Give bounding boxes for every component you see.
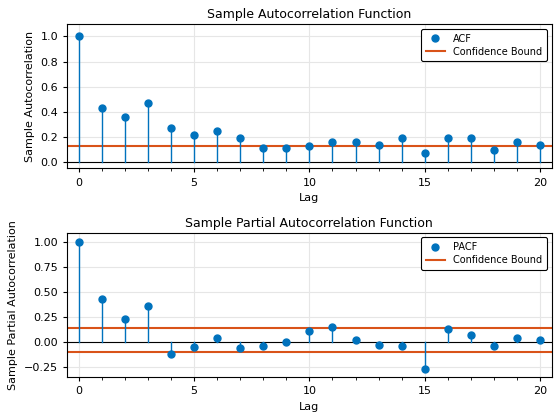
PACF: [329, 325, 336, 330]
Title: Sample Autocorrelation Function: Sample Autocorrelation Function: [207, 8, 412, 21]
Confidence Bound: [99, 326, 105, 331]
Y-axis label: Sample Autocorrelation: Sample Autocorrelation: [25, 31, 35, 162]
ACF: [398, 136, 405, 141]
ACF: [283, 146, 290, 151]
PACF: [214, 336, 221, 341]
ACF: [306, 143, 312, 148]
ACF: [352, 139, 359, 144]
ACF: [514, 139, 520, 144]
ACF: [445, 136, 451, 141]
Title: Sample Partial Autocorrelation Function: Sample Partial Autocorrelation Function: [185, 217, 433, 230]
ACF: [260, 146, 267, 151]
ACF: [214, 128, 221, 133]
Line: PACF: PACF: [75, 239, 544, 373]
Confidence Bound: [75, 326, 82, 331]
ACF: [237, 136, 244, 141]
PACF: [306, 329, 312, 334]
PACF: [260, 344, 267, 349]
PACF: [190, 345, 197, 350]
ACF: [329, 139, 336, 144]
ACF: [190, 132, 197, 137]
Confidence Bound: [99, 143, 105, 148]
PACF: [398, 344, 405, 349]
PACF: [283, 340, 290, 345]
PACF: [144, 304, 151, 309]
PACF: [445, 327, 451, 332]
ACF: [421, 151, 428, 156]
Y-axis label: Sample Partial Autocorrelation: Sample Partial Autocorrelation: [8, 220, 18, 390]
PACF: [237, 346, 244, 351]
ACF: [144, 100, 151, 105]
PACF: [75, 240, 82, 245]
PACF: [537, 338, 544, 343]
PACF: [99, 297, 105, 302]
ACF: [468, 136, 474, 141]
Legend: ACF, Confidence Bound: ACF, Confidence Bound: [421, 29, 547, 61]
Confidence Bound: [75, 143, 82, 148]
PACF: [421, 367, 428, 372]
PACF: [167, 352, 174, 357]
PACF: [514, 336, 520, 341]
PACF: [468, 333, 474, 338]
PACF: [491, 344, 497, 349]
X-axis label: Lag: Lag: [299, 402, 319, 412]
ACF: [99, 105, 105, 110]
PACF: [375, 343, 382, 348]
ACF: [537, 142, 544, 147]
ACF: [375, 142, 382, 147]
Line: ACF: ACF: [75, 33, 544, 157]
PACF: [122, 317, 128, 322]
ACF: [75, 34, 82, 39]
PACF: [352, 338, 359, 343]
X-axis label: Lag: Lag: [299, 193, 319, 203]
ACF: [122, 114, 128, 119]
ACF: [167, 126, 174, 131]
Legend: PACF, Confidence Bound: PACF, Confidence Bound: [421, 237, 547, 270]
ACF: [491, 147, 497, 152]
